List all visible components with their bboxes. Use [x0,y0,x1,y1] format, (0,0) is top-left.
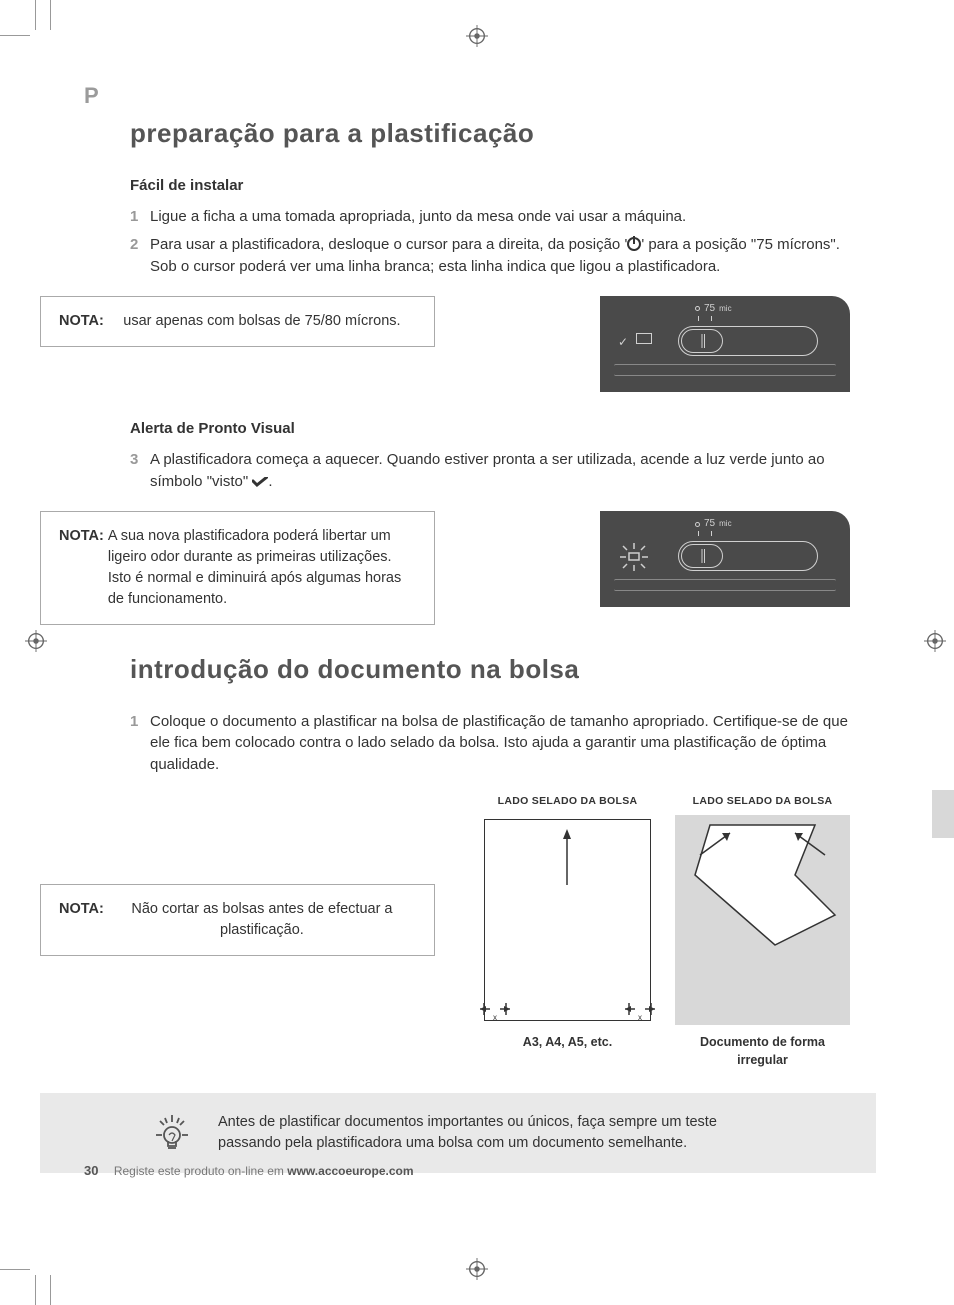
registration-mark-icon [466,1258,488,1280]
section-heading: preparação para a plastificação [130,115,850,153]
diagram-caption: A3, A4, A5, etc. [480,1033,655,1051]
note-box: NOTA: A sua nova plastificadora poderá l… [40,511,435,625]
svg-text:x: x [638,1013,642,1022]
lightbulb-icon [150,1111,194,1155]
check-icon: ✓ [618,334,628,351]
laminator-panel-diagram: 75 mic [600,511,850,607]
registration-mark-icon [25,630,47,652]
page-language-letter: P [84,80,99,112]
svg-text:x: x [493,1013,497,1022]
slider-knob [681,329,723,353]
step-number: 1 [130,711,150,776]
step-item: 1 Ligue a ficha a uma tomada apropriada,… [130,206,850,228]
note-label: NOTA: [59,311,104,332]
slider-knob [681,544,723,568]
indicator-icon [636,333,652,344]
power-icon [627,237,641,251]
tip-text: Antes de plastificar documentos importan… [218,1112,778,1154]
step-text: Ligue a ficha a uma tomada apropriada, j… [150,206,850,228]
side-tab [932,790,954,838]
step-item: 1 Coloque o documento a plastificar na b… [130,711,850,776]
slider-track [678,541,818,571]
registration-mark-icon [466,25,488,47]
pouch-diagram: LADO SELADO DA BOLSA Documento de forma … [675,794,850,1069]
footer-url: www.accoeurope.com [287,1164,413,1178]
subsection-heading: Fácil de instalar [130,175,850,197]
step-text: A plastificadora começa a aquecer. Quand… [150,449,850,493]
page-number: 30 [84,1163,98,1178]
step-number: 3 [130,449,150,493]
registration-mark-icon [924,630,946,652]
diagram-caption: LADO SELADO DA BOLSA [675,794,850,809]
step-text: Para usar a plastificadora, desloque o c… [150,234,850,278]
note-text: A sua nova plastificadora poderá liberta… [108,526,416,610]
note-text: Não cortar as bolsas antes de efectuar a… [108,899,416,941]
step-number: 2 [130,234,150,278]
step-item: 2 Para usar a plastificadora, desloque o… [130,234,850,278]
page-footer: 30 Registe este produto on-line em www.a… [84,1162,414,1181]
note-text: usar apenas com bolsas de 75/80 mícrons. [108,311,416,332]
ready-light-icon [618,541,650,573]
pouch-diagram: LADO SELADO DA BOLSA x [480,794,655,1069]
section-heading: introdução do documento na bolsa [130,651,850,689]
laminator-panel-diagram: 75 mic ✓ [600,296,850,392]
note-box: NOTA: usar apenas com bolsas de 75/80 mí… [40,296,435,347]
step-text: Coloque o documento a plastificar na bol… [150,711,850,776]
subsection-heading: Alerta de Pronto Visual [130,418,850,440]
checkmark-icon [252,472,268,482]
step-item: 3 A plastificadora começa a aquecer. Qua… [130,449,850,493]
note-box: NOTA: Não cortar as bolsas antes de efec… [40,884,435,956]
step-number: 1 [130,206,150,228]
diagram-caption: Documento de forma irregular [675,1033,850,1069]
note-label: NOTA: [59,899,104,941]
note-label: NOTA: [59,526,104,610]
diagram-caption: LADO SELADO DA BOLSA [480,794,655,809]
slider-track [678,326,818,356]
